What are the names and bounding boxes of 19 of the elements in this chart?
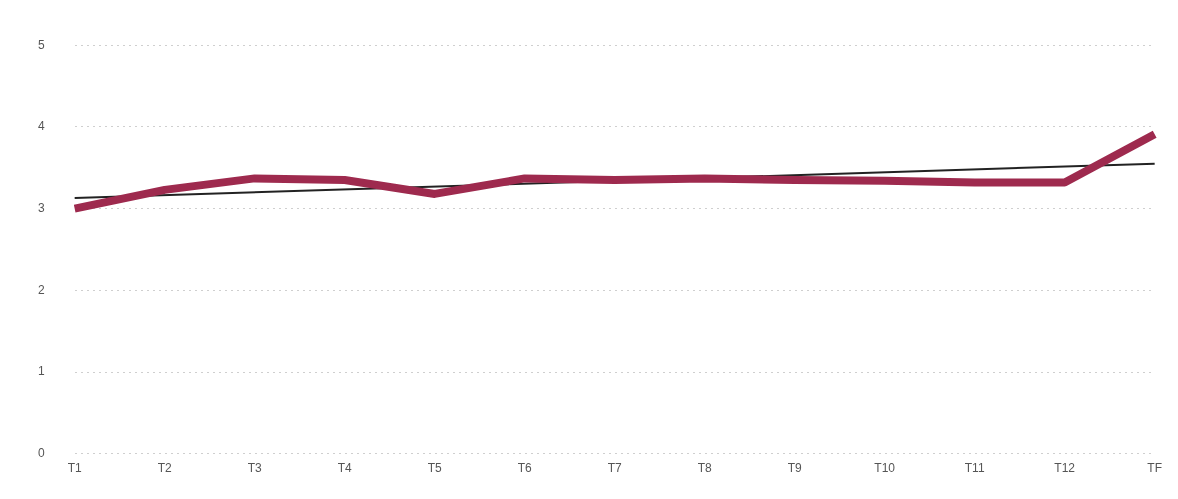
x-tick-label: T11 [964,461,985,476]
x-tick-label: T1 [67,461,82,476]
x-tick-label: T12 [1054,461,1076,476]
y-tick-label: 4 [37,119,45,134]
x-tick-label: T8 [697,461,712,476]
x-tick-label: T4 [337,461,352,476]
x-tick-label: T6 [517,461,532,476]
x-tick-label: T5 [427,461,442,476]
x-tick-label: T9 [787,461,802,476]
y-tick-label: 3 [37,200,45,215]
y-tick-label: 2 [37,282,45,297]
x-tick-label: T3 [247,461,262,476]
y-tick-label: 0 [37,446,45,461]
y-tick-label: 5 [37,37,45,52]
x-tick-label: T10 [874,461,896,476]
x-tick-label: TF [1147,461,1163,476]
y-tick-label: 1 [37,364,45,379]
x-tick-label: T7 [607,461,622,476]
x-tick-label: T2 [157,461,172,476]
